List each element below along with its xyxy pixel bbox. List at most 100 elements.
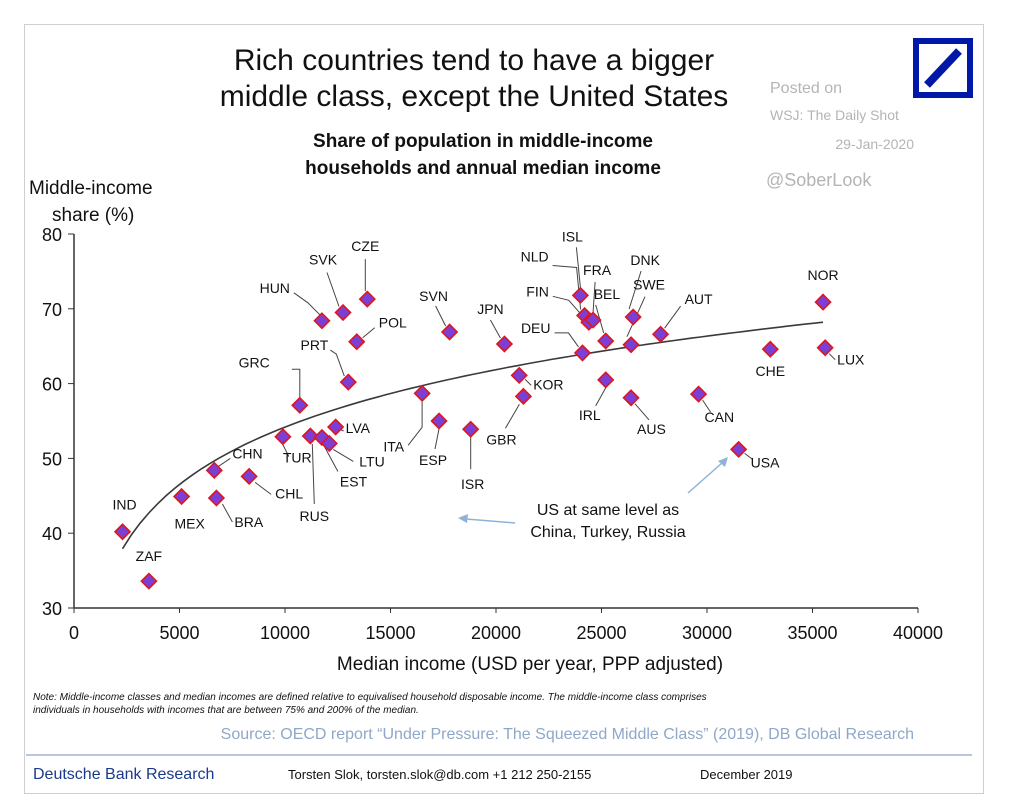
deutsche-bank-logo [913,38,973,98]
x-tick-label: 0 [69,623,79,643]
leader-line-svk [326,272,340,307]
point-label-isl: ISL [562,228,583,244]
point-isl [571,286,590,304]
point-label-can: CAN [705,409,735,425]
point-che [761,340,779,358]
axis-ticks: 0 5000 10000 15000 20000 25000 30000 35000 40000… [42,225,943,643]
leader-line-tur [282,444,290,457]
point-label-hun: HUN [260,280,290,296]
watermark-date: 29-Jan-2020 [835,136,914,152]
footer-contact: Torsten Slok, torsten.slok@db.com +1 212… [288,767,591,782]
point-label-che: CHE [756,363,786,379]
leader-line-esp [434,428,440,450]
y-tick-label: 80 [42,225,62,245]
leader-line-aut [664,305,682,329]
y-tick-label: 50 [42,449,62,469]
footer-brand: Deutsche Bank Research [33,766,214,783]
point-isr [462,420,480,438]
point-label-chn: CHN [232,445,262,461]
point-label-pol: POL [379,315,407,331]
point-ltu [320,434,338,453]
point-label-isr: ISR [461,476,484,492]
leader-line-bra [221,503,233,523]
x-tick-label: 20000 [471,623,521,643]
x-tick-label: 30000 [682,623,732,643]
point-label-svk: SVK [309,252,338,268]
point-labels: IND ZAF MEX BRA CHN CHL TUR GRC RUS HUN EST LTU LVA S… [112,228,865,564]
leader-line-gbr [504,404,520,429]
point-dnk [624,308,642,326]
chart-card [24,24,984,794]
point-ind [113,523,132,541]
leader-line-hun [293,292,323,318]
point-label-ltu: LTU [359,453,384,469]
leader-line-aus [634,403,650,421]
point-label-cze: CZE [351,238,379,254]
leader-line-kor [524,379,532,386]
watermark-outlet: WSJ: The Daily Shot [770,107,899,123]
point-swe [622,336,640,354]
point-label-bel: BEL [594,286,621,302]
point-label-deu: DEU [521,320,551,336]
y-tick-label: 40 [42,524,62,544]
point-label-jpn: JPN [477,301,503,317]
point-prt [339,373,357,391]
y-tick-label: 70 [42,300,62,320]
x-tick-label: 35000 [787,623,837,643]
leader-line-fin [552,295,584,317]
leader-line-dnk [628,270,642,310]
point-aus [622,389,640,407]
leader-line-nld [552,265,582,310]
point-label-grc: GRC [239,354,270,370]
point-kor [510,366,528,385]
leader-line-can [702,399,712,413]
point-label-fra: FRA [583,262,612,278]
point-label-usa: USA [751,454,780,470]
point-label-nor: NOR [807,267,838,283]
point-label-aus: AUS [637,421,666,437]
point-usa [730,440,748,459]
leader-line-usa [744,452,753,460]
us-annotation: US at same level as China, Turkey, Russi… [458,457,728,541]
point-svk [334,303,352,322]
annotation-line2: China, Turkey, Russia [530,524,685,541]
y-tick-label: 60 [42,375,62,395]
annotation-arrow-left [458,514,516,524]
watermark-handle: @SoberLook [766,170,872,190]
chart-title-line2: households and annual median income [305,158,661,179]
note-line1: Note: Middle-income classes and median i… [33,692,707,703]
point-chn [205,461,223,479]
trendline-group [121,321,824,550]
point-label-esp: ESP [419,452,447,468]
point-label-est: EST [340,473,368,489]
point-fra [584,311,602,329]
point-label-zaf: ZAF [136,548,162,564]
x-tick-label: 40000 [893,623,943,643]
main-title-line2: middle class, except the United States [220,80,729,113]
leader-line-lux [828,353,836,361]
point-bel [597,332,615,350]
point-bra [207,489,226,507]
point-jpn [495,335,514,353]
point-grc [291,396,309,414]
note-line2: individuals in households with incomes t… [33,705,419,716]
point-label-chl: CHL [275,485,303,501]
point-label-gbr: GBR [486,431,516,447]
leader-line-rus [311,443,315,505]
leader-line-chl [254,481,272,495]
x-axis-label: Median income (USD per year, PPP adjuste… [337,654,723,675]
leader-line-svn [435,305,447,327]
point-label-aut: AUT [685,291,713,307]
leader-line-isl [575,247,581,288]
point-label-svn: SVN [419,288,448,304]
main-title-line1: Rich countries tend to have a bigger [234,44,714,77]
leader-line-fra [592,281,596,313]
point-label-prt: PRT [301,337,329,353]
chart-title-line1: Share of population in middle-income [313,131,653,152]
point-label-swe: SWE [633,277,665,293]
point-label-tur: TUR [283,450,312,466]
x-tick-label: 10000 [260,623,310,643]
leader-line-deu [554,332,579,348]
